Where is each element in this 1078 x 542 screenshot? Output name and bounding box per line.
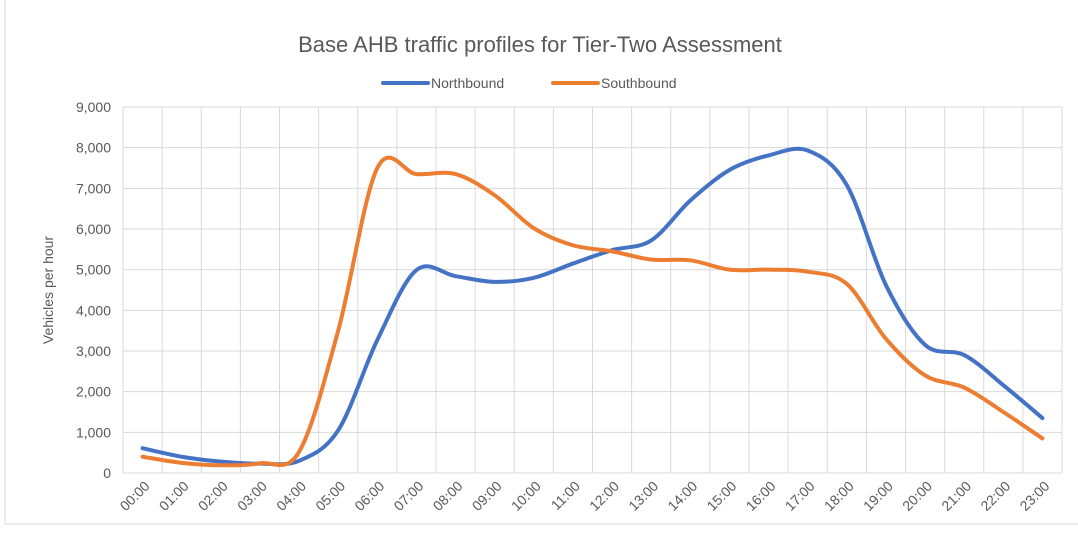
x-tick-label: 06:00 — [351, 478, 387, 514]
x-tick-label: 05:00 — [312, 478, 348, 514]
y-tick-label: 6,000 — [76, 221, 111, 237]
x-tick-label: 16:00 — [743, 478, 779, 514]
x-tick-label: 12:00 — [586, 478, 622, 514]
series-line — [140, 155, 1045, 468]
y-tick-label: 2,000 — [76, 384, 111, 400]
x-tick-label: 01:00 — [156, 478, 192, 514]
x-tick-label: 07:00 — [390, 478, 426, 514]
x-tick-label: 23:00 — [1016, 478, 1052, 514]
x-tick-label: 04:00 — [273, 478, 309, 514]
x-tick-label: 20:00 — [899, 478, 935, 514]
legend-label: Southbound — [601, 75, 677, 91]
series-line — [140, 146, 1045, 467]
y-tick-label: 8,000 — [76, 140, 111, 156]
x-tick-label: 17:00 — [782, 478, 818, 514]
y-tick-label: 1,000 — [76, 424, 111, 440]
x-tick-label: 02:00 — [195, 478, 231, 514]
x-tick-label: 13:00 — [625, 478, 661, 514]
x-tick-label: 15:00 — [703, 478, 739, 514]
x-tick-label: 14:00 — [664, 478, 700, 514]
x-tick-label: 03:00 — [234, 478, 270, 514]
legend-label: Northbound — [431, 75, 504, 91]
x-tick-label: 21:00 — [938, 478, 974, 514]
y-tick-label: 3,000 — [76, 343, 111, 359]
y-tick-label: 9,000 — [76, 99, 111, 115]
y-tick-label: 4,000 — [76, 302, 111, 318]
x-tick-label: 22:00 — [977, 478, 1013, 514]
x-tick-label: 10:00 — [508, 478, 544, 514]
x-tick-label: 09:00 — [469, 478, 505, 514]
x-tick-label: 18:00 — [821, 478, 857, 514]
chart-border — [4, 0, 1078, 525]
chart-title: Base AHB traffic profiles for Tier-Two A… — [298, 32, 782, 57]
y-tick-label: 0 — [103, 465, 111, 481]
y-axis-label: Vehicles per hour — [40, 236, 56, 345]
y-tick-label: 5,000 — [76, 262, 111, 278]
x-tick-label: 08:00 — [430, 478, 466, 514]
x-tick-label: 19:00 — [860, 478, 896, 514]
x-tick-label: 00:00 — [117, 478, 153, 514]
y-tick-label: 7,000 — [76, 180, 111, 196]
x-tick-label: 11:00 — [548, 478, 584, 514]
